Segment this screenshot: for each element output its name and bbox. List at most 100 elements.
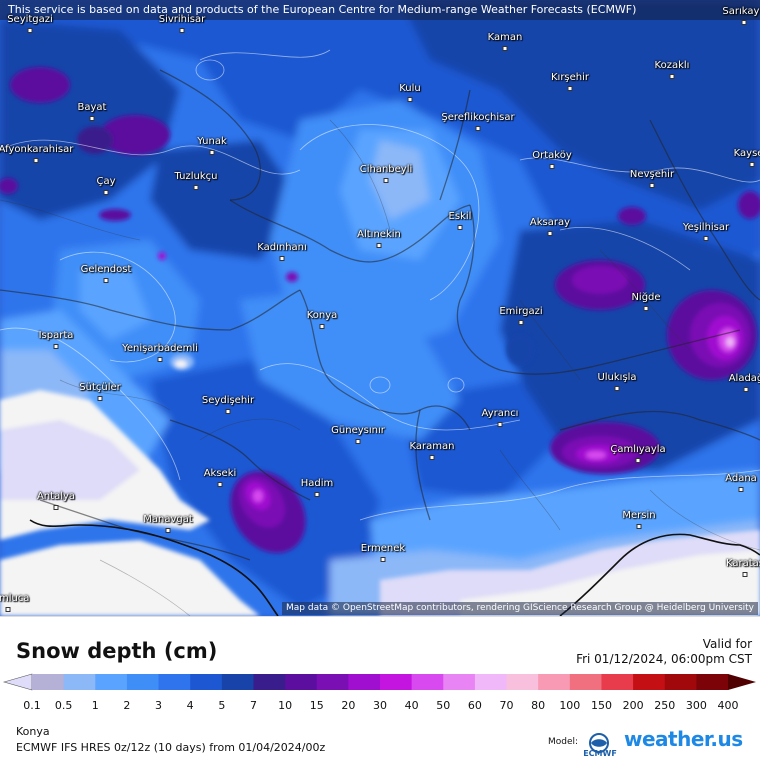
city-label: Konya [306, 310, 338, 321]
city-label: Hadim [300, 478, 334, 489]
city-label: Kumluca [0, 593, 30, 604]
scale-swatch [348, 674, 381, 690]
city-marker [217, 482, 223, 487]
city-label: Akseki [203, 468, 237, 479]
city-label: Altınekin [357, 229, 401, 240]
city-marker [475, 126, 481, 131]
city-label: Sütçüler [79, 382, 121, 393]
city-marker [383, 178, 389, 183]
scale-tick-label: 200 [622, 699, 644, 712]
city-label: Karataş [725, 558, 760, 569]
scale-swatch [126, 674, 160, 690]
scale-swatch [696, 674, 729, 690]
valid-label: Valid for [702, 637, 752, 651]
scale-tick-label: 7 [249, 699, 257, 712]
city-marker [429, 455, 435, 460]
snow-depth-map[interactable]: This service is based on data and produc… [0, 0, 760, 616]
scale-swatch [411, 674, 444, 690]
scale-tick-label: 60 [467, 699, 482, 712]
legend-footer: Snow depth (cm) Valid for Fri 01/12/2024… [0, 616, 760, 761]
scale-tick-label: 4 [186, 699, 194, 712]
city-label: Yenişarbademli [122, 343, 198, 354]
scale-tick-label: 2 [123, 699, 131, 712]
city-label: Kayseri [733, 148, 760, 159]
city-label: Tuzlukçu [174, 171, 218, 182]
city-label: Afyonkarahisar [0, 144, 74, 155]
city-marker [547, 231, 553, 236]
city-marker [502, 46, 508, 51]
city-marker [457, 225, 463, 230]
city-marker [741, 20, 747, 25]
city-label: Kaman [487, 32, 523, 43]
city-label: Yeşilhisar [682, 222, 730, 233]
city-marker [157, 357, 163, 362]
city-marker [518, 320, 524, 325]
scale-tick-label: 40 [404, 699, 419, 712]
valid-time: Fri 01/12/2024, 06:00pm CST [576, 652, 752, 666]
city-marker [97, 396, 103, 401]
scale-tick-label: 100 [559, 699, 581, 712]
city-label: Çamlıyayla [610, 444, 666, 455]
city-marker [636, 524, 642, 529]
city-marker [743, 387, 749, 392]
scale-swatch [601, 674, 634, 690]
location-name: Konya [16, 725, 50, 738]
brand-logo[interactable]: weather.us [624, 727, 743, 751]
scale-swatch [221, 674, 254, 690]
scale-tick-label: 30 [373, 699, 387, 712]
city-marker [27, 28, 33, 33]
city-marker [738, 487, 744, 492]
city-label: Kadınhanı [257, 242, 307, 253]
scale-tick-label: 150 [590, 699, 612, 712]
city-marker [355, 439, 361, 444]
city-marker [179, 28, 185, 33]
city-marker [614, 386, 620, 391]
scale-tick-label: 300 [685, 699, 707, 712]
city-label: Niğde [631, 292, 661, 303]
city-label: Adana [725, 473, 757, 484]
scale-tick-label: 250 [654, 699, 676, 712]
scale-tick-label: 10 [278, 699, 293, 712]
city-label: Antalya [36, 491, 76, 502]
city-marker [103, 278, 109, 283]
model-run: ECMWF IFS HRES 0z/12z (10 days) from 01/… [16, 741, 326, 754]
city-label: Ortaköy [532, 150, 572, 161]
city-label: Ulukışla [597, 372, 637, 383]
city-label: Mersin [622, 510, 656, 521]
city-label: Gelendost [80, 264, 132, 275]
scale-arrow-low [2, 673, 33, 691]
map-attribution[interactable]: Map data © OpenStreetMap contributors, r… [282, 602, 758, 615]
city-label: Seyitgazi [7, 14, 53, 25]
scale-swatch [633, 674, 666, 690]
city-marker [89, 116, 95, 121]
color-scale [2, 673, 756, 691]
scale-tick-label: 80 [531, 699, 546, 712]
city-marker [33, 158, 39, 163]
scale-swatch [63, 674, 96, 690]
map-title: Snow depth (cm) [16, 639, 218, 663]
city-label: Çay [96, 176, 116, 187]
scale-arrow-high [728, 674, 756, 690]
city-label: Eskil [448, 211, 472, 222]
city-label: Isparta [38, 330, 74, 341]
scale-swatch [285, 674, 318, 690]
city-marker [703, 236, 709, 241]
city-label: Aladağ [728, 373, 760, 384]
scale-swatch [158, 674, 191, 690]
city-label: Manavgat [143, 514, 193, 525]
city-label: Cihanbeyli [359, 164, 413, 175]
city-label: Ayrancı [481, 408, 519, 419]
city-label: Sarıkaya [722, 6, 760, 17]
city-marker [643, 306, 649, 311]
scale-tick-label: 20 [341, 699, 356, 712]
scale-tick-label: 3 [155, 699, 163, 712]
city-marker [380, 557, 386, 562]
city-marker [649, 183, 655, 188]
city-marker [314, 492, 320, 497]
scale-swatch [190, 674, 223, 690]
city-marker [165, 528, 171, 533]
city-marker [742, 572, 748, 577]
scale-swatch [95, 674, 128, 690]
city-label: Karaman [409, 441, 455, 452]
city-marker [225, 409, 231, 414]
